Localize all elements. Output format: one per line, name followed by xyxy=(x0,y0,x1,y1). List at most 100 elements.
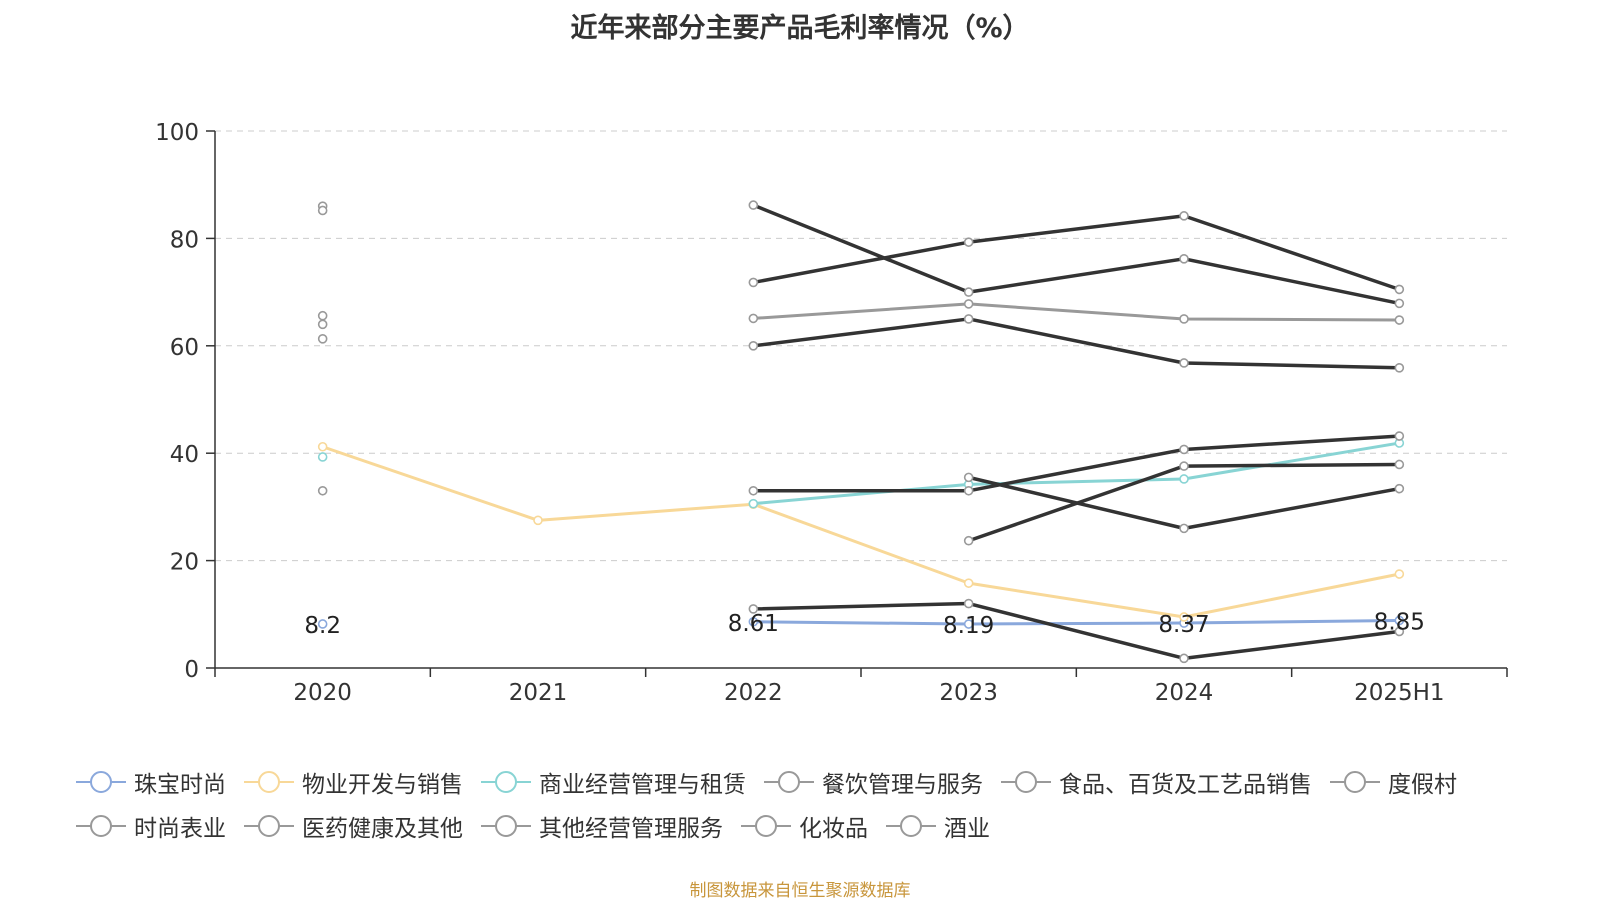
y-tick-label: 60 xyxy=(170,335,199,361)
x-tick-label: 2022 xyxy=(724,680,783,706)
legend-marker-icon xyxy=(481,815,531,837)
data-point xyxy=(1179,358,1189,368)
data-point xyxy=(748,313,759,324)
data-point xyxy=(1179,653,1189,664)
legend-label: 餐饮管理与服务 xyxy=(822,772,983,798)
data-point xyxy=(748,616,759,627)
series-line xyxy=(753,434,1400,493)
legend-item[interactable]: 其他经营管理服务 xyxy=(481,809,723,843)
chart-title: 近年来部分主要产品毛利率情况（%） xyxy=(570,13,1030,44)
legend-marker-icon xyxy=(1330,771,1380,793)
data-point xyxy=(317,619,328,629)
data-point xyxy=(317,205,328,216)
data-point xyxy=(1394,363,1405,373)
series-line xyxy=(322,445,1400,619)
y-tick-label: 40 xyxy=(170,442,199,468)
data-point xyxy=(963,578,974,588)
y-tick-label: 20 xyxy=(170,550,199,576)
legend-marker-icon xyxy=(1001,771,1051,793)
data-point xyxy=(1179,254,1189,264)
data-points xyxy=(317,200,1405,664)
data-point xyxy=(1179,211,1189,221)
data-label: 8.2 xyxy=(304,613,341,639)
series-lines xyxy=(322,203,1400,661)
data-point xyxy=(317,319,328,330)
data-point xyxy=(1394,284,1405,295)
x-tick-label: 2023 xyxy=(939,680,998,706)
data-point xyxy=(317,485,328,496)
y-tick-label: 100 xyxy=(155,120,199,146)
legend-label: 珠宝时尚 xyxy=(134,772,226,798)
legend-label: 物业开发与销售 xyxy=(302,772,463,798)
data-point xyxy=(1394,459,1405,470)
data-point xyxy=(317,310,328,321)
legend-marker-icon xyxy=(76,815,126,837)
legend-row: 时尚表业 医药健康及其他 其他经营管理服务 化妆品 酒业 xyxy=(76,804,1556,848)
legend-item[interactable]: 度假村 xyxy=(1330,765,1457,799)
series-line xyxy=(753,302,1400,322)
legend-row: 珠宝时尚 物业开发与销售 商业经营管理与租赁 餐饮管理与服务 食品、百货及工艺品销售 度假… xyxy=(76,760,1556,804)
legend-label: 食品、百货及工艺品销售 xyxy=(1059,772,1312,798)
legend-marker-icon xyxy=(244,815,294,837)
legend-item[interactable]: 珠宝时尚 xyxy=(76,765,226,799)
series-line xyxy=(753,317,1400,370)
source-note: 制图数据来自恒生聚源数据库 xyxy=(689,881,911,901)
series-line xyxy=(753,601,1400,661)
legend: 珠宝时尚 物业开发与销售 商业经营管理与租赁 餐饮管理与服务 食品、百货及工艺品销售 度假… xyxy=(76,760,1556,848)
data-point xyxy=(748,604,759,614)
data-point xyxy=(533,515,543,526)
series-line xyxy=(753,441,1400,506)
y-tick-label: 0 xyxy=(184,657,199,683)
data-label: 8.85 xyxy=(1374,609,1425,635)
legend-item[interactable]: 酒业 xyxy=(886,809,990,843)
grid-lines xyxy=(215,130,1507,562)
y-tick-label: 80 xyxy=(170,227,199,253)
data-point xyxy=(1394,626,1405,637)
legend-item[interactable]: 物业开发与销售 xyxy=(244,765,463,799)
legend-item[interactable]: 医药健康及其他 xyxy=(244,809,463,843)
legend-item[interactable]: 商业经营管理与租赁 xyxy=(481,765,746,799)
legend-marker-icon xyxy=(244,771,294,793)
legend-marker-icon xyxy=(886,815,936,837)
legend-marker-icon xyxy=(764,771,814,793)
data-point xyxy=(963,598,974,609)
data-point xyxy=(1394,315,1405,325)
legend-item[interactable]: 餐饮管理与服务 xyxy=(764,765,983,799)
legend-label: 商业经营管理与租赁 xyxy=(539,772,746,798)
data-point xyxy=(748,485,759,496)
data-point xyxy=(963,299,974,309)
data-point xyxy=(317,334,328,344)
data-point xyxy=(1179,461,1189,471)
legend-label: 酒业 xyxy=(944,816,990,842)
data-point xyxy=(1179,444,1189,455)
data-labels: 8.2 8.61 8.19 8.37 8.85 xyxy=(304,609,1425,639)
series-line xyxy=(752,203,1400,306)
legend-item[interactable]: 食品、百货及工艺品销售 xyxy=(1001,765,1312,799)
x-tick-label: 2024 xyxy=(1155,680,1214,706)
legend-item[interactable]: 时尚表业 xyxy=(76,809,226,843)
x-tick-label: 2021 xyxy=(509,680,568,706)
data-label: 8.19 xyxy=(943,613,994,639)
legend-item[interactable]: 化妆品 xyxy=(741,809,868,843)
data-point xyxy=(1179,474,1189,484)
legend-label: 医药健康及其他 xyxy=(302,816,463,842)
data-point xyxy=(748,200,759,210)
data-point xyxy=(963,287,974,297)
data-point xyxy=(1179,612,1189,622)
data-point xyxy=(963,485,974,496)
data-point xyxy=(748,498,759,509)
data-label: 8.37 xyxy=(1158,612,1209,638)
legend-label: 其他经营管理服务 xyxy=(539,816,723,842)
data-point xyxy=(1394,483,1405,494)
series-line xyxy=(968,475,1400,531)
data-point xyxy=(1394,569,1405,579)
data-point xyxy=(317,441,328,452)
data-point xyxy=(1394,431,1405,441)
data-point xyxy=(1394,615,1405,626)
series-line xyxy=(753,618,1400,626)
data-point xyxy=(963,314,974,324)
data-point xyxy=(963,535,974,546)
data-point xyxy=(1179,314,1189,324)
data-point xyxy=(963,472,974,483)
